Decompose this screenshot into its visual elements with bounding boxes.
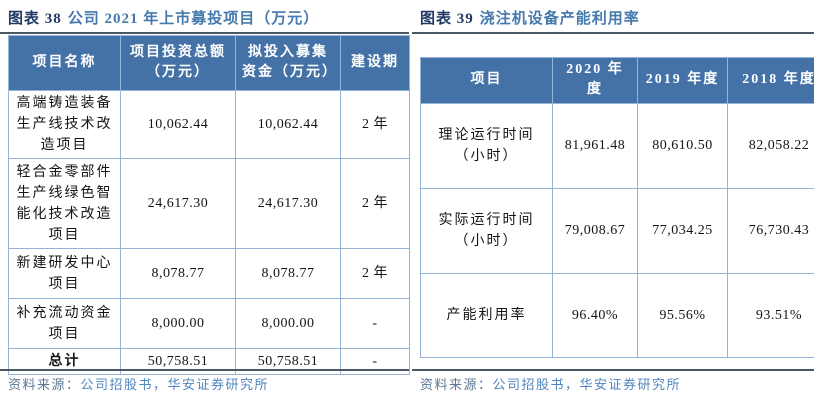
bottom-divider-rule: [412, 369, 814, 371]
header-row: 项目 2020 年度 2019 年度 2018 年度: [420, 57, 814, 104]
figure-38-panel: 图表 38 公司 2021 年上市募投项目（万元） 项目名称 项目投资总额（万元）拟…: [0, 7, 410, 393]
row-label-cell: 实际运行时间（小时）: [420, 187, 553, 274]
value-cell: 2 年: [340, 90, 410, 159]
fundraising-projects-table: 项目名称 项目投资总额（万元） 拟投入募集资金（万元） 建设期 高端铸造装备生产线技术…: [8, 35, 410, 375]
value-cell: 79,008.67: [552, 187, 638, 274]
table-header: 项目名称 项目投资总额（万元） 拟投入募集资金（万元） 建设期: [8, 35, 410, 91]
header-cell: 项目名称: [8, 35, 121, 91]
source-text: 公司招股书，华安证券研究所: [492, 377, 682, 392]
source-label: 资料来源：: [8, 377, 81, 392]
row-label-cell: 产能利用率: [420, 272, 553, 358]
table-row: 产能利用率 96.40% 95.56% 93.51%: [420, 272, 814, 358]
table-body: 高端铸造装备生产线技术改造项目 10,062.44 10,062.44 2 年轻合金零…: [8, 90, 410, 375]
row-label-cell: 补充流动资金项目: [8, 298, 121, 349]
value-cell: 10,062.44: [235, 90, 341, 159]
value-cell: 77,034.25: [637, 187, 728, 274]
source-note: 资料来源：公司招股书，华安证券研究所: [8, 374, 269, 393]
table-row: 实际运行时间（小时） 79,008.67 77,034.25 76,730.43: [420, 187, 814, 274]
figure-number: 图表 39: [420, 11, 474, 27]
figure-38-title: 图表 38 公司 2021 年上市募投项目（万元）: [8, 7, 319, 28]
header-cell: 拟投入募集资金（万元）: [235, 35, 341, 91]
figure-title-text: 浇注机设备产能利用率: [479, 11, 640, 27]
value-cell: 8,078.77: [120, 248, 236, 299]
value-cell: 93.51%: [727, 272, 814, 358]
table-row: 新建研发中心项目 8,078.77 8,078.77 2 年: [8, 248, 410, 299]
row-label-cell: 理论运行时间（小时）: [420, 102, 553, 189]
value-cell: 8,078.77: [235, 248, 341, 299]
value-cell: 95.56%: [637, 272, 728, 358]
value-cell: 24,617.30: [235, 158, 341, 249]
figure-title-text: 公司 2021 年上市募投项目（万元）: [67, 11, 320, 27]
table-row: 轻合金零部件生产线绿色智能化技术改造项目 24,617.30 24,617.30 2 …: [8, 158, 410, 249]
value-cell: 24,617.30: [120, 158, 236, 249]
row-label-cell: 新建研发中心项目: [8, 248, 121, 299]
header-cell: 2020 年度: [552, 57, 638, 104]
value-cell: 96.40%: [552, 272, 638, 358]
value-cell: 76,730.43: [727, 187, 814, 274]
value-cell: 80,610.50: [637, 102, 728, 189]
figure-39-panel: 图表 39 浇注机设备产能利用率 项目 2020 年度 2019 年度 2018 年度 …: [412, 0, 814, 414]
source-text: 公司招股书，华安证券研究所: [80, 377, 270, 392]
header-row: 项目名称 项目投资总额（万元） 拟投入募集资金（万元） 建设期: [8, 35, 410, 91]
source-label: 资料来源：: [420, 377, 493, 392]
header-cell: 建设期: [340, 35, 410, 91]
bottom-divider-rule: [0, 369, 409, 371]
value-cell: 2 年: [340, 248, 410, 299]
value-cell: -: [340, 298, 410, 349]
value-cell: 10,062.44: [120, 90, 236, 159]
figure-number: 图表 38: [8, 11, 62, 27]
capacity-utilization-table: 项目 2020 年度 2019 年度 2018 年度 理论运行时间（小时） 81,961…: [420, 57, 814, 358]
table-row: 理论运行时间（小时） 81,961.48 80,610.50 82,058.22: [420, 102, 814, 189]
header-cell: 2018 年度: [727, 57, 814, 104]
row-label-cell: 轻合金零部件生产线绿色智能化技术改造项目: [8, 158, 121, 249]
title-divider-rule: [0, 32, 409, 34]
table-row: 补充流动资金项目 8,000.00 8,000.00-: [8, 298, 410, 349]
value-cell: 8,000.00: [120, 298, 236, 349]
value-cell: 8,000.00: [235, 298, 341, 349]
title-divider-rule: [412, 32, 814, 34]
figure-39-title: 图表 39 浇注机设备产能利用率: [420, 7, 640, 28]
header-cell: 2019 年度: [637, 57, 728, 104]
table-header: 项目 2020 年度 2019 年度 2018 年度: [420, 57, 814, 104]
value-cell: 82,058.22: [727, 102, 814, 189]
value-cell: 81,961.48: [552, 102, 638, 189]
table-body: 理论运行时间（小时） 81,961.48 80,610.50 82,058.22 实际运…: [420, 102, 814, 358]
header-cell: 项目投资总额（万元）: [120, 35, 236, 91]
source-note: 资料来源：公司招股书，华安证券研究所: [420, 374, 681, 393]
value-cell: 2 年: [340, 158, 410, 249]
table-row: 高端铸造装备生产线技术改造项目 10,062.44 10,062.44 2 年: [8, 90, 410, 159]
header-cell: 项目: [420, 57, 553, 104]
row-label-cell: 高端铸造装备生产线技术改造项目: [8, 90, 121, 159]
